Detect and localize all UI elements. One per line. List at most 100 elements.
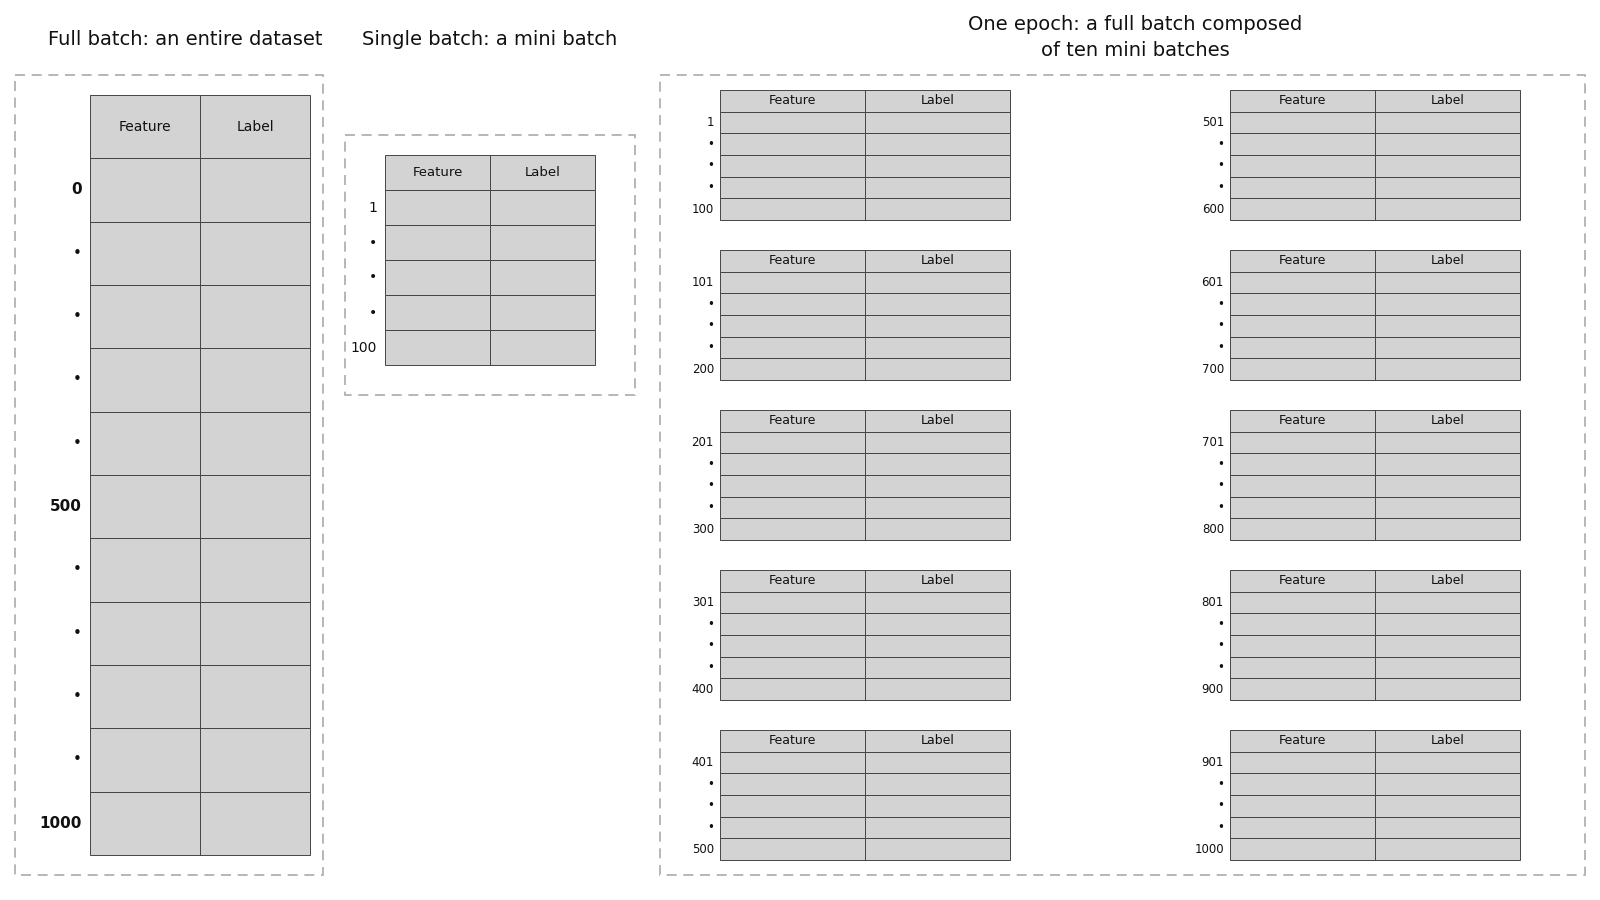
Bar (720, 155, 1010, 176)
Text: 200: 200 (691, 363, 714, 375)
Text: •: • (707, 501, 714, 514)
Text: 900: 900 (1202, 683, 1224, 696)
Bar (1230, 635, 1520, 657)
Text: Label: Label (920, 94, 955, 107)
Text: •: • (1218, 617, 1224, 631)
Bar (90, 792, 310, 855)
Bar (720, 613, 1010, 635)
Text: •: • (707, 159, 714, 172)
Bar (1230, 454, 1520, 475)
Bar (1230, 337, 1520, 358)
Text: Feature: Feature (413, 166, 462, 179)
Bar (720, 591, 1010, 613)
Text: •: • (1218, 341, 1224, 354)
Text: 100: 100 (691, 202, 714, 216)
Bar (1230, 358, 1520, 380)
Bar (386, 330, 595, 365)
Text: Feature: Feature (1278, 414, 1326, 427)
Text: •: • (1218, 639, 1224, 652)
Text: •: • (74, 246, 82, 261)
Text: •: • (707, 799, 714, 813)
Bar (1230, 133, 1520, 155)
Text: Label: Label (920, 255, 955, 267)
Text: Label: Label (920, 574, 955, 588)
Bar (90, 285, 310, 348)
Bar (1230, 518, 1520, 540)
Text: Label: Label (525, 166, 560, 179)
Text: Label: Label (1430, 94, 1464, 107)
Bar (90, 411, 310, 475)
Text: Feature: Feature (1278, 94, 1326, 107)
Bar (386, 295, 595, 330)
Bar (90, 95, 310, 158)
Text: 601: 601 (1202, 276, 1224, 289)
Bar (90, 158, 310, 221)
Text: •: • (1218, 320, 1224, 332)
Bar (720, 752, 1010, 773)
Bar (1230, 293, 1520, 315)
Text: 1000: 1000 (1194, 842, 1224, 856)
Bar (386, 190, 595, 225)
Bar (720, 497, 1010, 518)
Text: •: • (707, 320, 714, 332)
Text: •: • (1218, 159, 1224, 172)
Text: 401: 401 (691, 756, 714, 769)
Bar (1230, 272, 1520, 293)
Bar (90, 602, 310, 665)
Text: Label: Label (1430, 734, 1464, 747)
Text: •: • (1218, 181, 1224, 194)
Text: Feature: Feature (1278, 574, 1326, 588)
Text: •: • (74, 752, 82, 768)
Text: 500: 500 (50, 500, 82, 514)
Bar (1230, 155, 1520, 176)
Text: •: • (707, 138, 714, 150)
Text: Label: Label (920, 414, 955, 427)
Text: •: • (707, 617, 714, 631)
Bar (14, 75, 323, 875)
Text: •: • (74, 373, 82, 388)
Bar (720, 816, 1010, 838)
Bar (720, 133, 1010, 155)
Bar (720, 112, 1010, 133)
Bar (1230, 613, 1520, 635)
Text: •: • (707, 639, 714, 652)
Bar (1230, 432, 1520, 454)
Text: Feature: Feature (770, 574, 816, 588)
Text: 500: 500 (691, 842, 714, 856)
Text: •: • (1218, 480, 1224, 492)
Text: Label: Label (1430, 255, 1464, 267)
Bar (720, 198, 1010, 220)
Bar (346, 135, 635, 395)
Bar (1230, 90, 1520, 112)
Bar (720, 795, 1010, 816)
Bar (720, 358, 1010, 380)
Text: •: • (368, 236, 378, 249)
Bar (1230, 591, 1520, 613)
Text: •: • (707, 778, 714, 791)
Bar (1230, 176, 1520, 198)
Text: •: • (368, 305, 378, 320)
Text: •: • (74, 626, 82, 641)
Bar (90, 538, 310, 602)
Bar (386, 260, 595, 295)
Text: Full batch: an entire dataset: Full batch: an entire dataset (48, 30, 322, 49)
Text: •: • (1218, 821, 1224, 834)
Bar (1230, 657, 1520, 679)
Text: One epoch: a full batch composed
of ten mini batches: One epoch: a full batch composed of ten … (968, 15, 1302, 60)
Bar (386, 155, 595, 190)
Bar (1230, 315, 1520, 337)
Text: 101: 101 (691, 276, 714, 289)
Text: 1000: 1000 (40, 815, 82, 831)
Text: •: • (74, 689, 82, 704)
Text: Label: Label (1430, 574, 1464, 588)
Text: 1: 1 (707, 116, 714, 129)
Bar (1230, 838, 1520, 860)
Text: •: • (74, 310, 82, 324)
Text: 600: 600 (1202, 202, 1224, 216)
Text: 901: 901 (1202, 756, 1224, 769)
Text: Feature: Feature (1278, 734, 1326, 747)
Text: Label: Label (1430, 414, 1464, 427)
Text: Feature: Feature (118, 120, 171, 134)
Text: •: • (707, 181, 714, 194)
Text: Feature: Feature (770, 255, 816, 267)
